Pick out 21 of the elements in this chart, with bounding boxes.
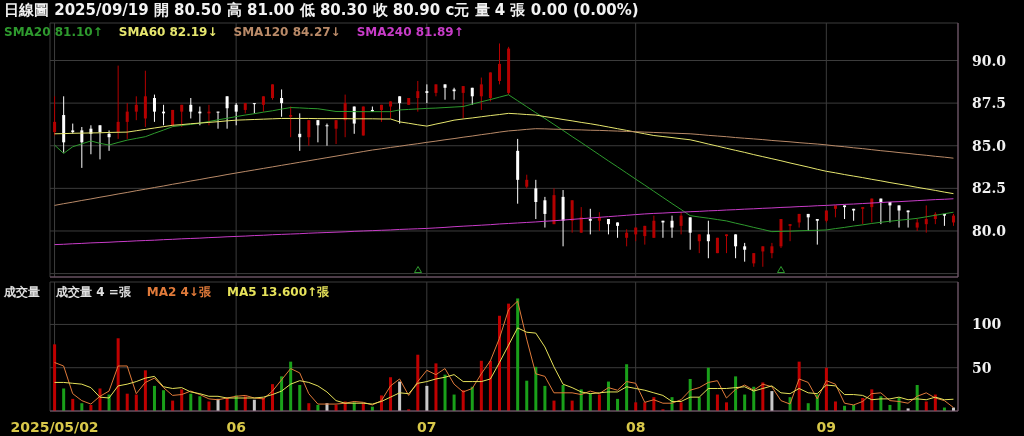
x-tick-label: 2025/05/02 (10, 419, 99, 435)
y-tick-label: 87.5 (972, 95, 1007, 112)
chart-title: 成交量 (4, 284, 40, 301)
y-tick-label: 85.0 (972, 137, 1007, 154)
text: SMA20 81.10↑ (4, 25, 103, 39)
text: SMA120 84.27↓ (233, 25, 341, 39)
text: MA5 13.600↑張 (226, 284, 330, 301)
y-tick-label: 100 (972, 316, 1002, 333)
y-tick-label: 82.5 (972, 180, 1007, 197)
text: SMA60 82.19↓ (118, 25, 218, 39)
y-tick-label: 90.0 (972, 52, 1007, 69)
x-tick-label: 09 (816, 419, 837, 435)
text: SMA240 81.89↑ (356, 25, 464, 39)
y-tick-label: 50 (972, 359, 992, 376)
x-tick-label: 08 (625, 419, 646, 435)
text: 成交量 4 =張 (56, 284, 131, 301)
x-tick-label: 06 (226, 419, 246, 435)
x-tick-label: 07 (417, 419, 437, 435)
chart-title: 日線圖 2025/09/19 開 80.50 高 81.00 低 80.30 收 80.90 c元 量 4 張 0.00 (0.00%) (4, 1, 639, 19)
y-tick-label: 80.0 (972, 222, 1007, 239)
text: MA2 4↓張 (146, 284, 211, 301)
